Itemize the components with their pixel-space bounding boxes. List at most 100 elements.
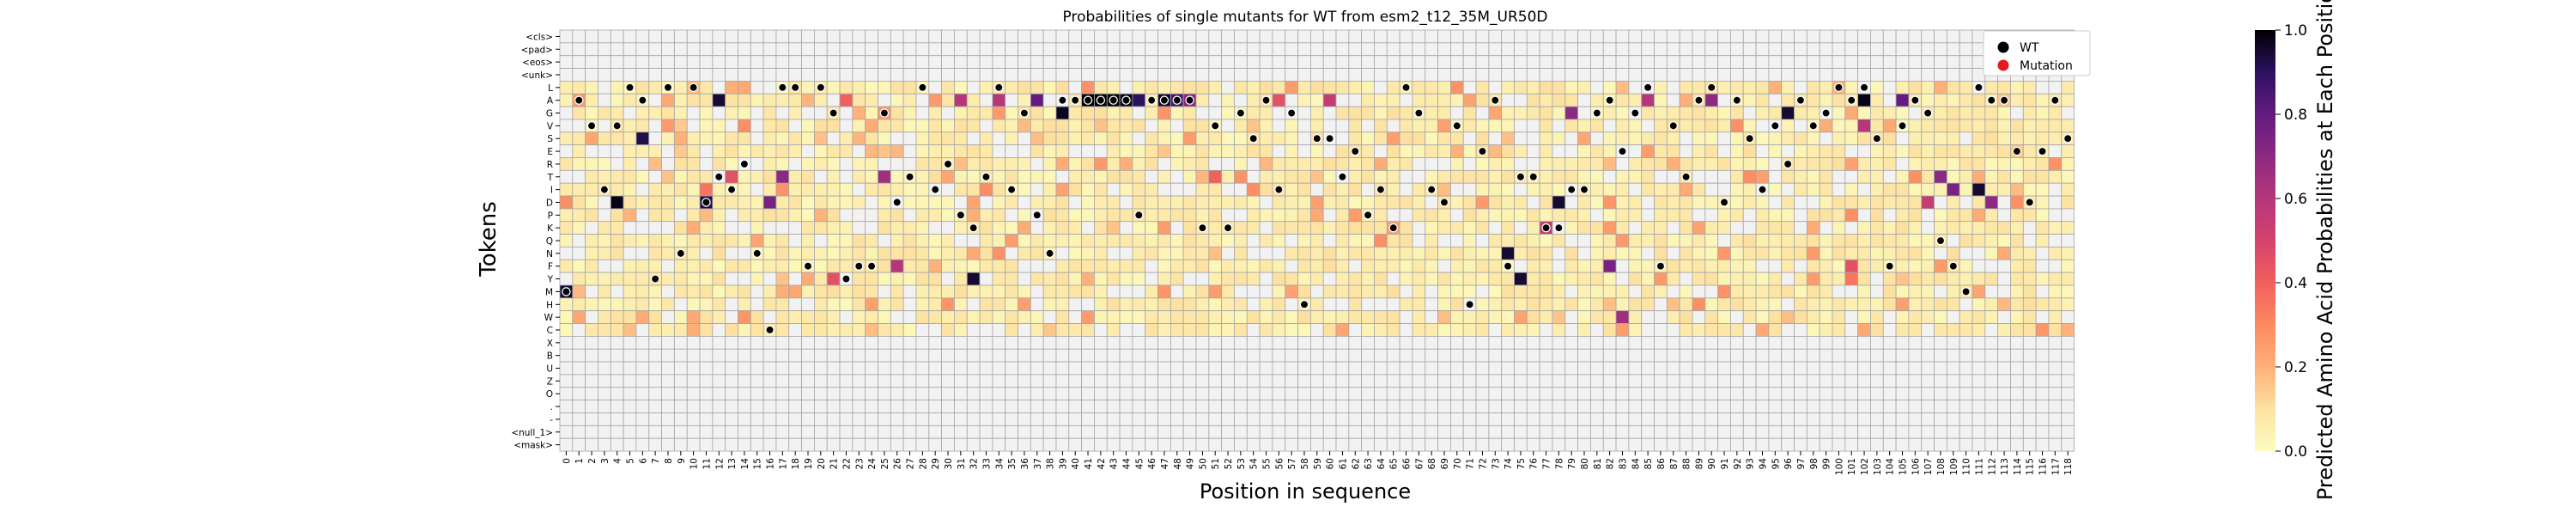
heatmap-cell [1361, 335, 1375, 350]
heatmap-cell [1971, 182, 1986, 197]
heatmap-cell [1755, 144, 1770, 158]
heatmap-cell [1055, 68, 1070, 82]
heatmap-cell [1094, 234, 1108, 247]
heatmap-cell [1285, 297, 1298, 312]
heatmap-cell [559, 361, 574, 376]
heatmap-cell [712, 221, 726, 235]
heatmap-cell [598, 284, 611, 299]
heatmap-cell [1768, 169, 1783, 184]
heatmap-cell [1971, 284, 1986, 299]
heatmap-cell [1386, 195, 1400, 210]
heatmap-cell [1539, 247, 1553, 260]
heatmap-cell [1819, 119, 1833, 133]
heatmap-cell [928, 348, 943, 363]
heatmap-cell [902, 68, 917, 82]
heatmap-cell [1717, 93, 1731, 107]
heatmap-cell [1309, 284, 1324, 299]
x-tick-label: 34 [994, 458, 1005, 470]
heatmap-cell [1704, 182, 1719, 197]
heatmap-cell [1018, 55, 1031, 69]
heatmap-cell [1055, 374, 1070, 388]
heatmap-cell [1539, 106, 1553, 120]
x-tick-label: 88 [1682, 458, 1692, 469]
heatmap-cell [1857, 131, 1871, 146]
heatmap-cell [1132, 29, 1146, 44]
heatmap-cell [750, 348, 764, 363]
heatmap-cell [2022, 387, 2037, 401]
heatmap-cell [1068, 348, 1083, 363]
heatmap-cell [1068, 323, 1083, 337]
heatmap-cell [1997, 400, 2011, 413]
heatmap-cell [712, 335, 726, 350]
heatmap-cell [1895, 221, 1910, 235]
heatmap-cell [1666, 106, 1680, 120]
heatmap-cell [1157, 348, 1171, 363]
heatmap-cell [725, 323, 738, 337]
heatmap-cell [1768, 387, 1783, 401]
heatmap-cell [2022, 106, 2037, 120]
heatmap-cell [712, 284, 726, 299]
heatmap-cell [686, 55, 701, 69]
heatmap-cell [2035, 259, 2050, 273]
heatmap-cell [1488, 335, 1503, 350]
wt-marker [1121, 95, 1131, 105]
heatmap-cell [1285, 169, 1298, 184]
heatmap-cell [1552, 323, 1566, 337]
heatmap-cell [1959, 361, 1973, 376]
heatmap-cell [1450, 412, 1464, 426]
heatmap-cell [661, 424, 675, 439]
x-tick-label: 35 [1007, 458, 1018, 469]
wt-marker [1834, 82, 1844, 93]
x-tick-label: 13 [727, 458, 738, 469]
heatmap-cell [1234, 323, 1248, 337]
heatmap-cell [1539, 323, 1553, 337]
heatmap-cell [1195, 234, 1210, 247]
heatmap-cell [1552, 297, 1566, 312]
heatmap-cell [1182, 157, 1197, 171]
heatmap-cell [738, 412, 751, 426]
x-tick-label: 47 [1160, 458, 1170, 469]
heatmap-cell [1221, 335, 1235, 350]
heatmap-cell [1195, 131, 1210, 146]
heatmap-cell [890, 374, 904, 388]
heatmap-cell [1145, 259, 1158, 273]
heatmap-cell [762, 55, 777, 69]
heatmap-cell [1018, 131, 1031, 146]
heatmap-cell [1615, 169, 1630, 184]
heatmap-cell [928, 310, 943, 324]
heatmap-cell [902, 400, 917, 413]
heatmap-cell [2022, 157, 2037, 171]
heatmap-cell [1577, 400, 1591, 413]
heatmap-cell [1921, 144, 1935, 158]
heatmap-cell [2048, 106, 2063, 120]
heatmap-cell [1934, 424, 1947, 439]
heatmap-cell [1259, 234, 1273, 247]
heatmap-cell [1730, 195, 1744, 210]
heatmap-cell [1501, 284, 1515, 299]
heatmap-cell [1959, 234, 1973, 247]
heatmap-cell [1361, 157, 1375, 171]
heatmap-cell [1221, 106, 1235, 120]
heatmap-cell [775, 412, 790, 426]
heatmap-cell [1781, 310, 1795, 324]
heatmap-cell [941, 234, 955, 247]
heatmap-cell [1692, 284, 1706, 299]
heatmap-cell [1628, 169, 1643, 184]
heatmap-cell [1908, 42, 1923, 57]
heatmap-cell [1170, 247, 1184, 260]
heatmap-cell [1309, 424, 1324, 439]
heatmap-cell [1119, 182, 1133, 197]
heatmap-cell [1106, 437, 1121, 452]
heatmap-cell [1221, 437, 1235, 452]
heatmap-cell [902, 93, 917, 107]
heatmap-cell [1462, 272, 1477, 286]
heatmap-cell [623, 259, 637, 273]
heatmap-cell [1361, 412, 1375, 426]
heatmap-cell [1119, 55, 1133, 69]
heatmap-cell [1285, 437, 1298, 452]
heatmap-cell [801, 348, 815, 363]
heatmap-cell [2010, 297, 2024, 312]
heatmap-cell [623, 361, 637, 376]
heatmap-cell [1208, 55, 1223, 69]
heatmap-cell [738, 42, 751, 57]
